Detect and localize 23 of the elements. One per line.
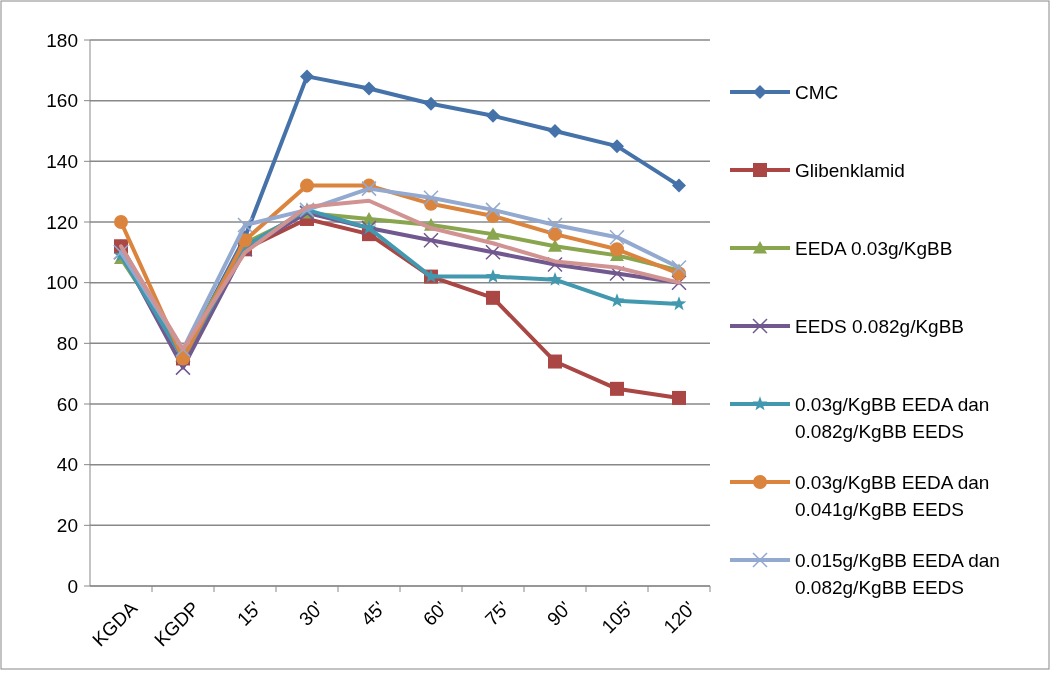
legend-label: EEDS 0.082g/KgBB: [795, 315, 964, 337]
legend-label: 0.03g/KgBB EEDA dan 0.041g/KgBB EEDS: [795, 471, 990, 521]
legend-label: 0.03g/KgBB EEDA dan 0.082g/KgBB EEDS: [795, 393, 990, 443]
x-tick-label: 15': [232, 597, 266, 630]
x-tick-label: 45': [356, 597, 390, 630]
legend-label: CMC: [795, 81, 839, 103]
y-tick-label: 160: [46, 90, 78, 112]
x-tick-label: 60': [418, 597, 452, 630]
y-tick-label: 40: [56, 454, 78, 476]
y-tick-label: 100: [46, 272, 78, 294]
y-tick-label: 80: [56, 332, 78, 354]
y-tick-label: 0: [67, 575, 78, 597]
legend-label: 0.015g/KgBB EEDA dan 0.082g/KgBB EEDS: [795, 549, 1000, 599]
y-tick-label: 140: [46, 150, 78, 172]
x-tick-label: 30': [294, 597, 328, 630]
y-tick-label: 60: [56, 393, 78, 415]
legend-label: EEDA 0.03g/KgBB: [795, 237, 953, 259]
y-tick-label: 120: [46, 211, 78, 233]
legend-label: Glibenklamid: [795, 159, 905, 181]
x-tick-label: 90': [542, 597, 576, 630]
y-tick-label: 180: [46, 29, 78, 51]
y-tick-label: 20: [56, 514, 78, 536]
x-tick-label: 75': [480, 597, 514, 630]
